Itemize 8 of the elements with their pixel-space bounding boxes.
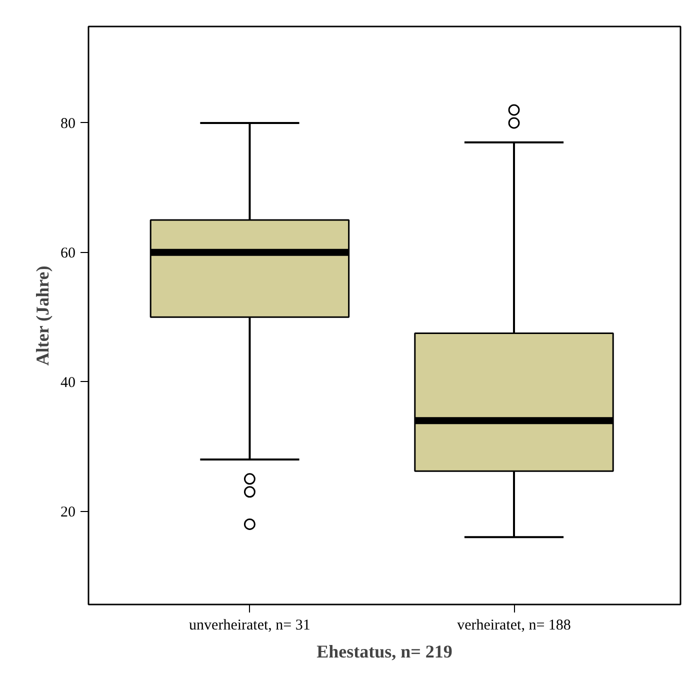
y-tick-label: 80 xyxy=(60,116,76,132)
x-tick-label: unverheiratet, n= 31 xyxy=(189,618,310,634)
y-tick-label: 40 xyxy=(60,374,76,391)
y-axis-title: Alter (Jahre) xyxy=(32,266,52,366)
y-tick-label: 20 xyxy=(60,504,76,520)
x-tick-label: verheiratet, n= 188 xyxy=(457,618,571,634)
x-axis-title: Ehestatus, n= 219 xyxy=(316,642,452,662)
y-tick-label: 60 xyxy=(60,245,76,262)
